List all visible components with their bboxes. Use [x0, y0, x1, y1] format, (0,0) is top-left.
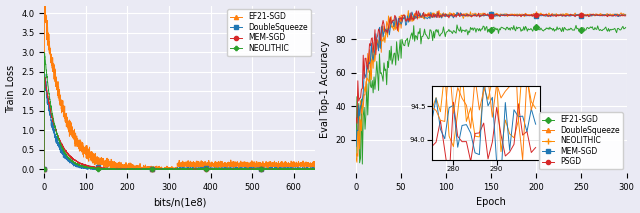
MEM-SGD [622, 14, 630, 16]
MEM-SGD [87, 165, 95, 168]
NEOLITHIC [276, 168, 284, 170]
NEOLITHIC [622, 14, 630, 16]
EF21-SGD [622, 26, 630, 29]
NEOLITHIC [598, 13, 606, 16]
MEM-SGD [276, 168, 284, 170]
NEOLITHIC [71, 162, 79, 165]
DoubleSqueeze [87, 167, 95, 170]
PSGD [519, 14, 527, 17]
EF21-SGD [353, 95, 361, 98]
EF21-SGD [513, 27, 521, 30]
NEOLITHIC [354, 117, 362, 120]
PSGD [598, 14, 606, 16]
DoubleSqueeze [71, 163, 79, 166]
EF21-SGD [358, 163, 366, 165]
NEOLITHIC [353, 161, 361, 164]
MEM-SGD [144, 168, 152, 170]
PSGD [353, 122, 361, 125]
MEM-SGD [305, 168, 313, 171]
X-axis label: Epoch: Epoch [476, 197, 506, 207]
DoubleSqueeze [622, 13, 630, 16]
DoubleSqueeze [276, 168, 284, 170]
DoubleSqueeze [513, 14, 520, 17]
NEOLITHIC [144, 168, 152, 170]
NEOLITHIC [311, 168, 319, 170]
EF21-SGD [71, 140, 79, 143]
MEM-SGD [513, 14, 520, 16]
MEM-SGD [311, 168, 319, 170]
NEOLITHIC [513, 14, 521, 17]
DoubleSqueeze [518, 13, 526, 15]
PSGD [581, 14, 589, 16]
Line: EF21-SGD: EF21-SGD [354, 23, 628, 166]
Line: PSGD: PSGD [354, 9, 628, 125]
NEOLITHIC [519, 14, 527, 16]
EF21-SGD [311, 166, 319, 168]
EF21-SGD [519, 29, 527, 32]
PSGD [515, 14, 522, 17]
MEM-SGD [352, 145, 360, 148]
NEOLITHIC [352, 157, 360, 159]
MEM-SGD [408, 11, 416, 13]
DoubleSqueeze [353, 152, 361, 155]
MEM-SGD [41, 75, 49, 78]
EF21-SGD [515, 26, 522, 29]
Line: DoubleSqueeze: DoubleSqueeze [354, 11, 628, 158]
EF21-SGD [276, 165, 284, 168]
Legend: EF21-SGD, DoubleSqueeze, NEOLITHIC, MEM-SGD, PSGD: EF21-SGD, DoubleSqueeze, NEOLITHIC, MEM-… [540, 112, 623, 169]
Line: NEOLITHIC: NEOLITHIC [42, 51, 317, 171]
EF21-SGD [41, 4, 49, 7]
NEOLITHIC [41, 52, 49, 54]
X-axis label: bits/n(1e8): bits/n(1e8) [152, 197, 206, 207]
MEM-SGD [597, 14, 605, 16]
EF21-SGD [453, 24, 461, 26]
EF21-SGD [144, 168, 152, 171]
EF21-SGD [87, 151, 95, 153]
DoubleSqueeze [580, 13, 588, 16]
MEM-SGD [71, 160, 79, 162]
NEOLITHIC [87, 166, 95, 169]
MEM-SGD [580, 14, 588, 17]
DoubleSqueeze [352, 155, 360, 158]
DoubleSqueeze [305, 167, 313, 170]
DoubleSqueeze [513, 13, 521, 15]
PSGD [354, 79, 362, 82]
NEOLITHIC [435, 9, 443, 12]
PSGD [413, 10, 420, 12]
MEM-SGD [518, 14, 526, 17]
Legend: EF21-SGD, DoubleSqueeze, MEM-SGD, NEOLITHIC: EF21-SGD, DoubleSqueeze, MEM-SGD, NEOLIT… [227, 9, 311, 56]
NEOLITHIC [515, 14, 522, 16]
NEOLITHIC [40, 168, 48, 171]
EF21-SGD [40, 168, 48, 171]
Line: MEM-SGD: MEM-SGD [354, 10, 628, 148]
DoubleSqueeze [597, 13, 605, 16]
DoubleSqueeze [41, 73, 49, 76]
Y-axis label: Eval Top-1 Accuracy: Eval Top-1 Accuracy [320, 41, 330, 138]
Line: MEM-SGD: MEM-SGD [42, 74, 317, 171]
DoubleSqueeze [40, 168, 48, 171]
MEM-SGD [40, 168, 48, 171]
MEM-SGD [156, 168, 163, 170]
DoubleSqueeze [156, 168, 163, 171]
NEOLITHIC [305, 168, 313, 170]
MEM-SGD [353, 129, 361, 132]
PSGD [622, 14, 630, 17]
DoubleSqueeze [425, 11, 433, 14]
MEM-SGD [513, 14, 521, 16]
PSGD [513, 15, 521, 17]
DoubleSqueeze [144, 168, 152, 171]
NEOLITHIC [581, 13, 589, 16]
Y-axis label: Train Loss: Train Loss [6, 65, 15, 114]
Line: NEOLITHIC: NEOLITHIC [353, 8, 628, 165]
PSGD [352, 117, 360, 119]
EF21-SGD [352, 157, 360, 159]
EF21-SGD [156, 166, 163, 168]
Line: DoubleSqueeze: DoubleSqueeze [42, 72, 317, 171]
EF21-SGD [581, 29, 589, 32]
EF21-SGD [598, 29, 606, 32]
Line: EF21-SGD: EF21-SGD [42, 4, 317, 171]
EF21-SGD [305, 162, 313, 165]
NEOLITHIC [156, 168, 163, 170]
DoubleSqueeze [311, 167, 319, 170]
